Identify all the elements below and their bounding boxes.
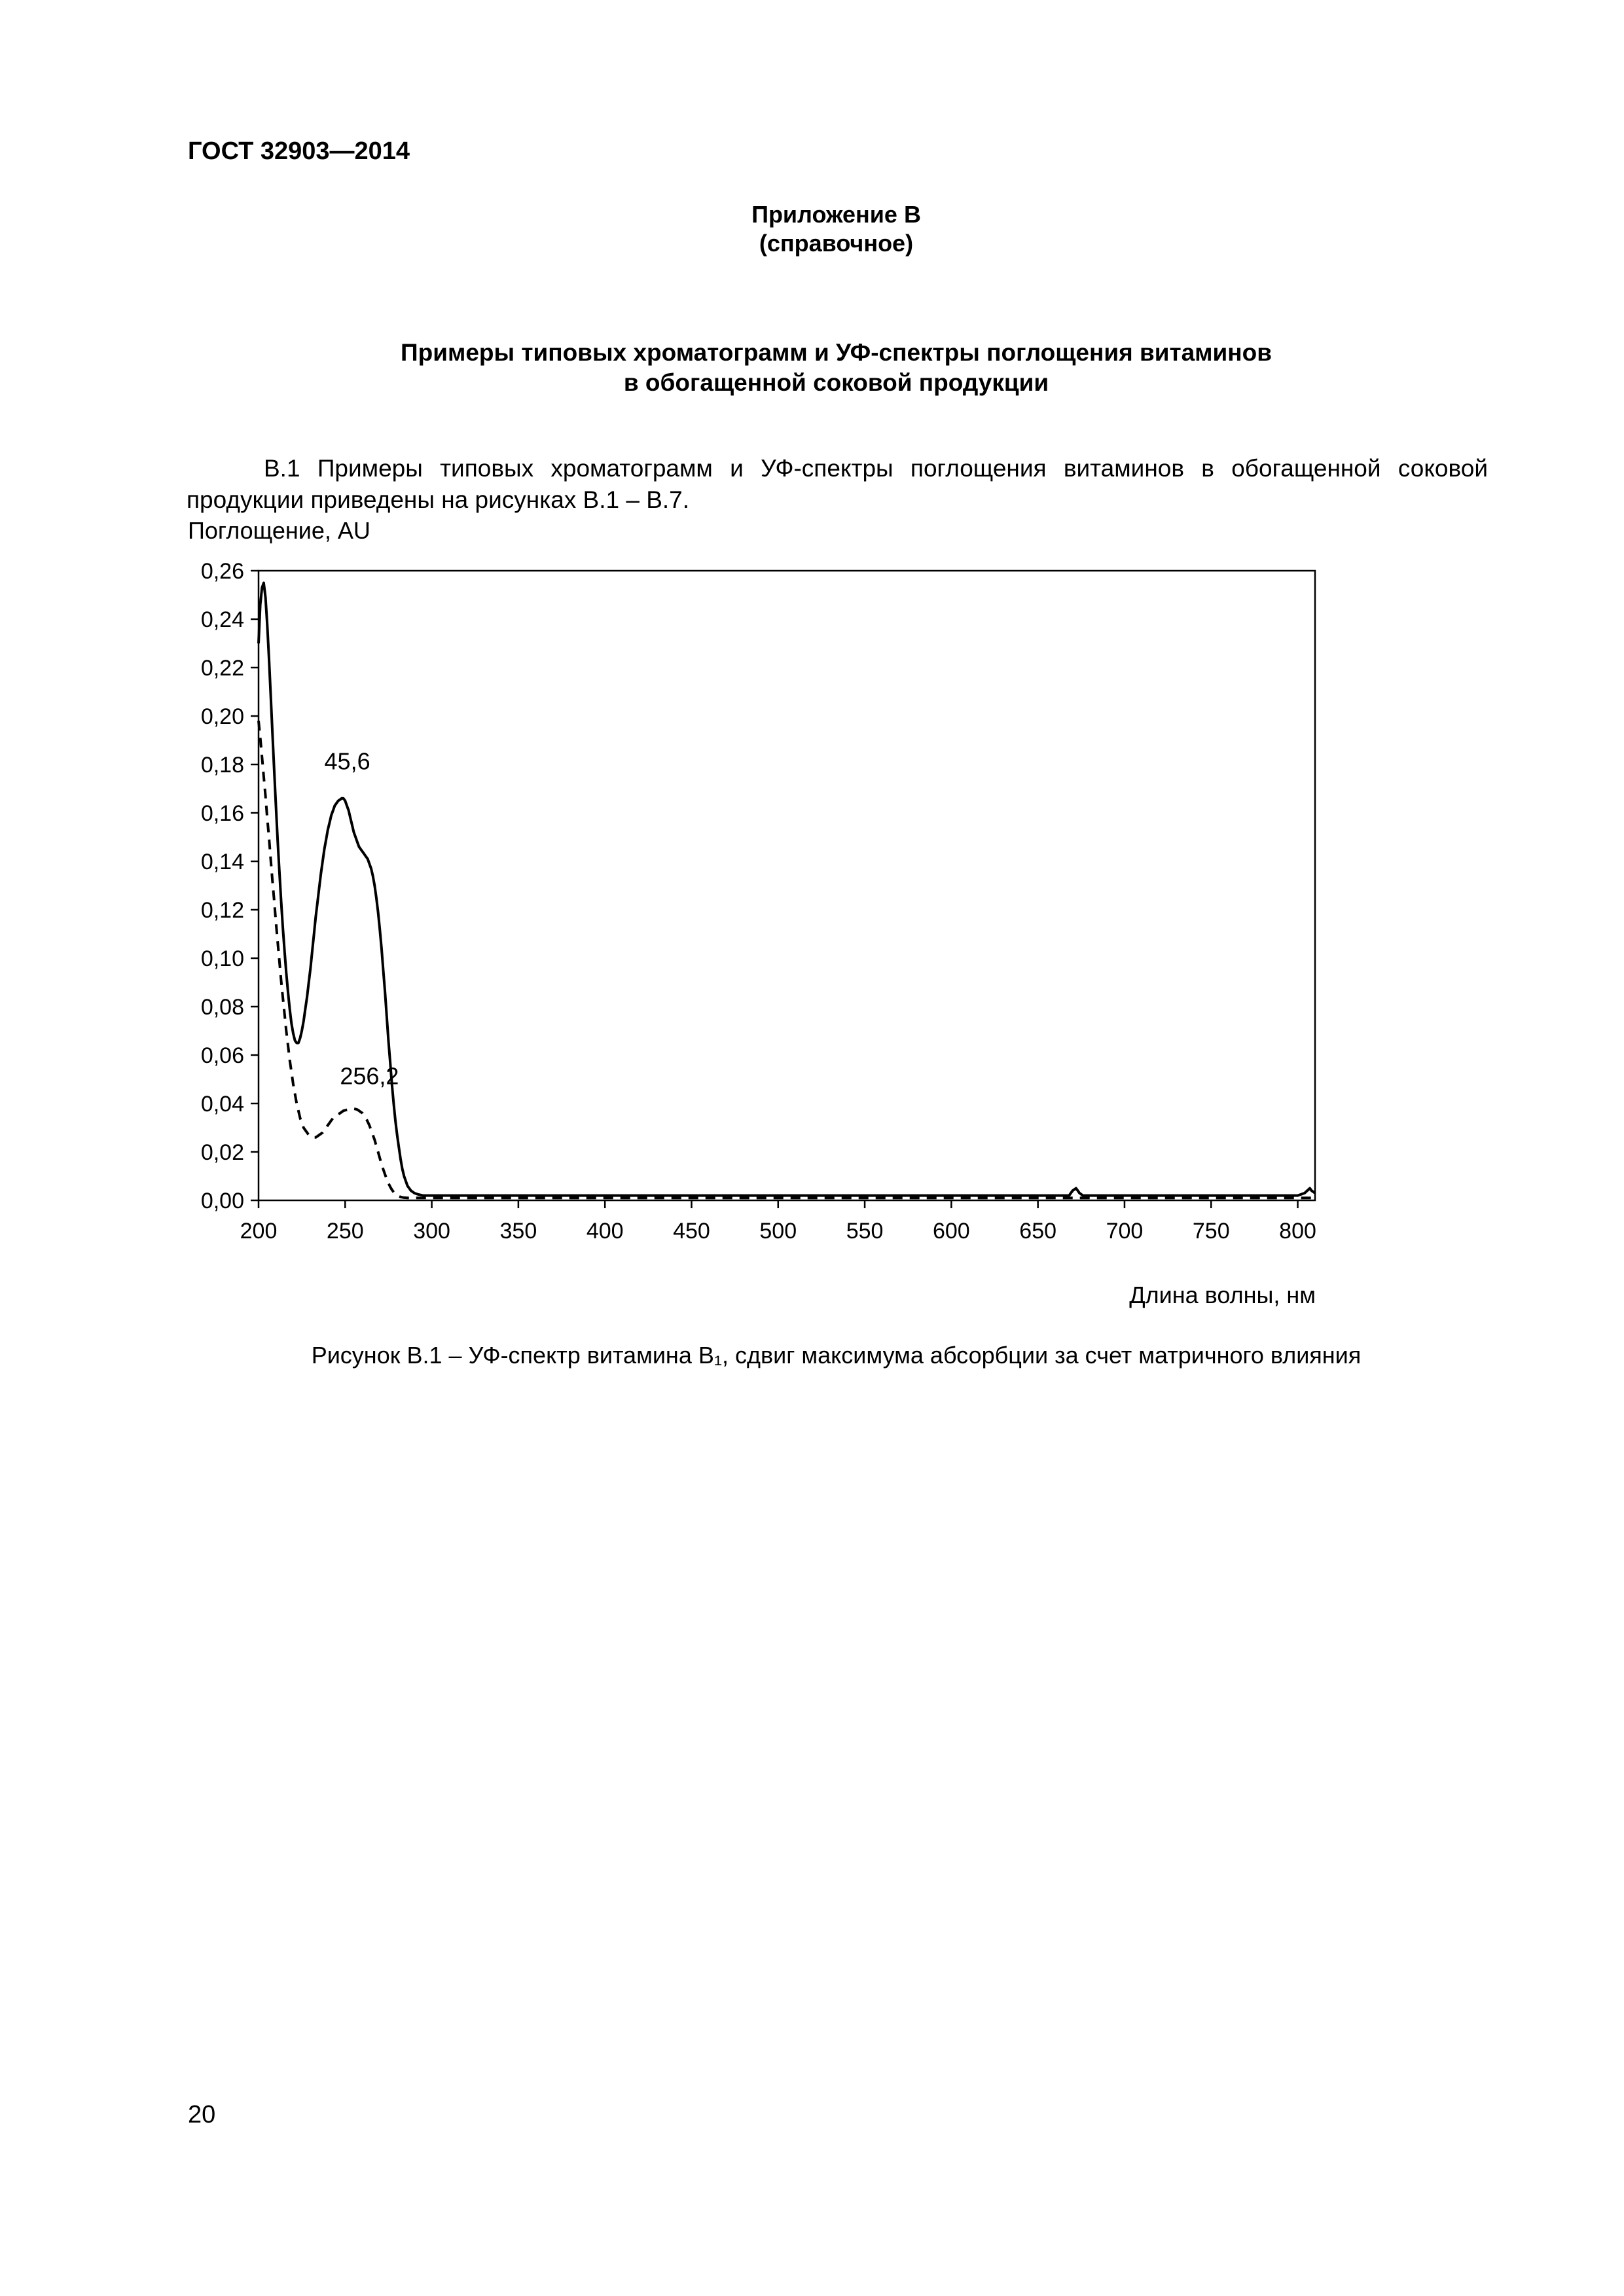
y-tick-label: 0,12 — [201, 898, 244, 923]
uv-spectrum-chart: 0,00 0,02 0,04 0,06 0,08 0,10 0,12 0,14 0,16 0,18… — [201, 559, 1316, 1244]
y-tick-label: 0,14 — [201, 850, 244, 874]
y-tick-label: 0,16 — [201, 801, 244, 826]
section-title-line2: в обогащенной соковой продукции — [623, 369, 1049, 396]
x-axis-title: Длина волны, нм — [1129, 1282, 1316, 1308]
x-tick-label: 500 — [759, 1219, 797, 1244]
section-title-line1: Примеры типовых хроматограмм и УФ-спектр… — [401, 339, 1272, 366]
document-code: ГОСТ 32903—2014 — [188, 137, 410, 165]
y-tick-label: 0,00 — [201, 1189, 244, 1213]
y-tick-label: 0,06 — [201, 1043, 244, 1068]
spectrum-curve-dashed — [257, 721, 1315, 1200]
plot-box — [257, 569, 1316, 1202]
x-tick-label: 350 — [500, 1219, 537, 1244]
y-tick-label: 0,10 — [201, 946, 244, 971]
x-tick-label: 450 — [673, 1219, 710, 1244]
section-title: Примеры типовых хроматограмм и УФ-спектр… — [187, 338, 1486, 398]
y-tick-label: 0,02 — [201, 1140, 244, 1165]
x-tick-label: 550 — [846, 1219, 884, 1244]
y-tick-label: 0,18 — [201, 753, 244, 778]
x-tick-label: 400 — [586, 1219, 624, 1244]
peak-label: 256,2 — [340, 1062, 399, 1089]
appendix-label: Приложение В — [751, 201, 921, 228]
appendix-heading: Приложение В (справочное) — [187, 200, 1486, 258]
x-tick-label: 250 — [327, 1219, 364, 1244]
x-tick-label: 300 — [413, 1219, 450, 1244]
x-tick-label: 200 — [240, 1219, 278, 1244]
x-tick-label: 750 — [1193, 1219, 1230, 1244]
x-tick-label: 700 — [1106, 1219, 1144, 1244]
appendix-kind: (справочное) — [759, 230, 914, 257]
y-tick-label: 0,04 — [201, 1092, 244, 1117]
x-tick-label: 600 — [933, 1219, 970, 1244]
y-tick-label: 0,26 — [201, 559, 244, 584]
page-number: 20 — [188, 2101, 216, 2128]
figure-caption: Рисунок В.1 – УФ-спектр витамина В₁, сдв… — [311, 1342, 1362, 1369]
y-tick-label: 0,22 — [201, 656, 244, 681]
x-tick-label: 800 — [1279, 1219, 1316, 1244]
figure-b1: 0,00 0,02 0,04 0,06 0,08 0,10 0,12 0,14 0,16 0,18… — [177, 553, 1329, 1257]
peak-label: 45,6 — [325, 747, 370, 774]
y-axis-title: Поглощение, AU — [188, 517, 370, 544]
body-paragraph: В.1 Примеры типовых хроматограмм и УФ-сп… — [187, 455, 1488, 513]
y-tick-label: 0,08 — [201, 995, 244, 1020]
x-tick-label: 650 — [1019, 1219, 1056, 1244]
y-tick-label: 0,24 — [201, 607, 244, 632]
spectrum-curve-solid — [257, 581, 1316, 1197]
y-tick-label: 0,20 — [201, 704, 244, 729]
